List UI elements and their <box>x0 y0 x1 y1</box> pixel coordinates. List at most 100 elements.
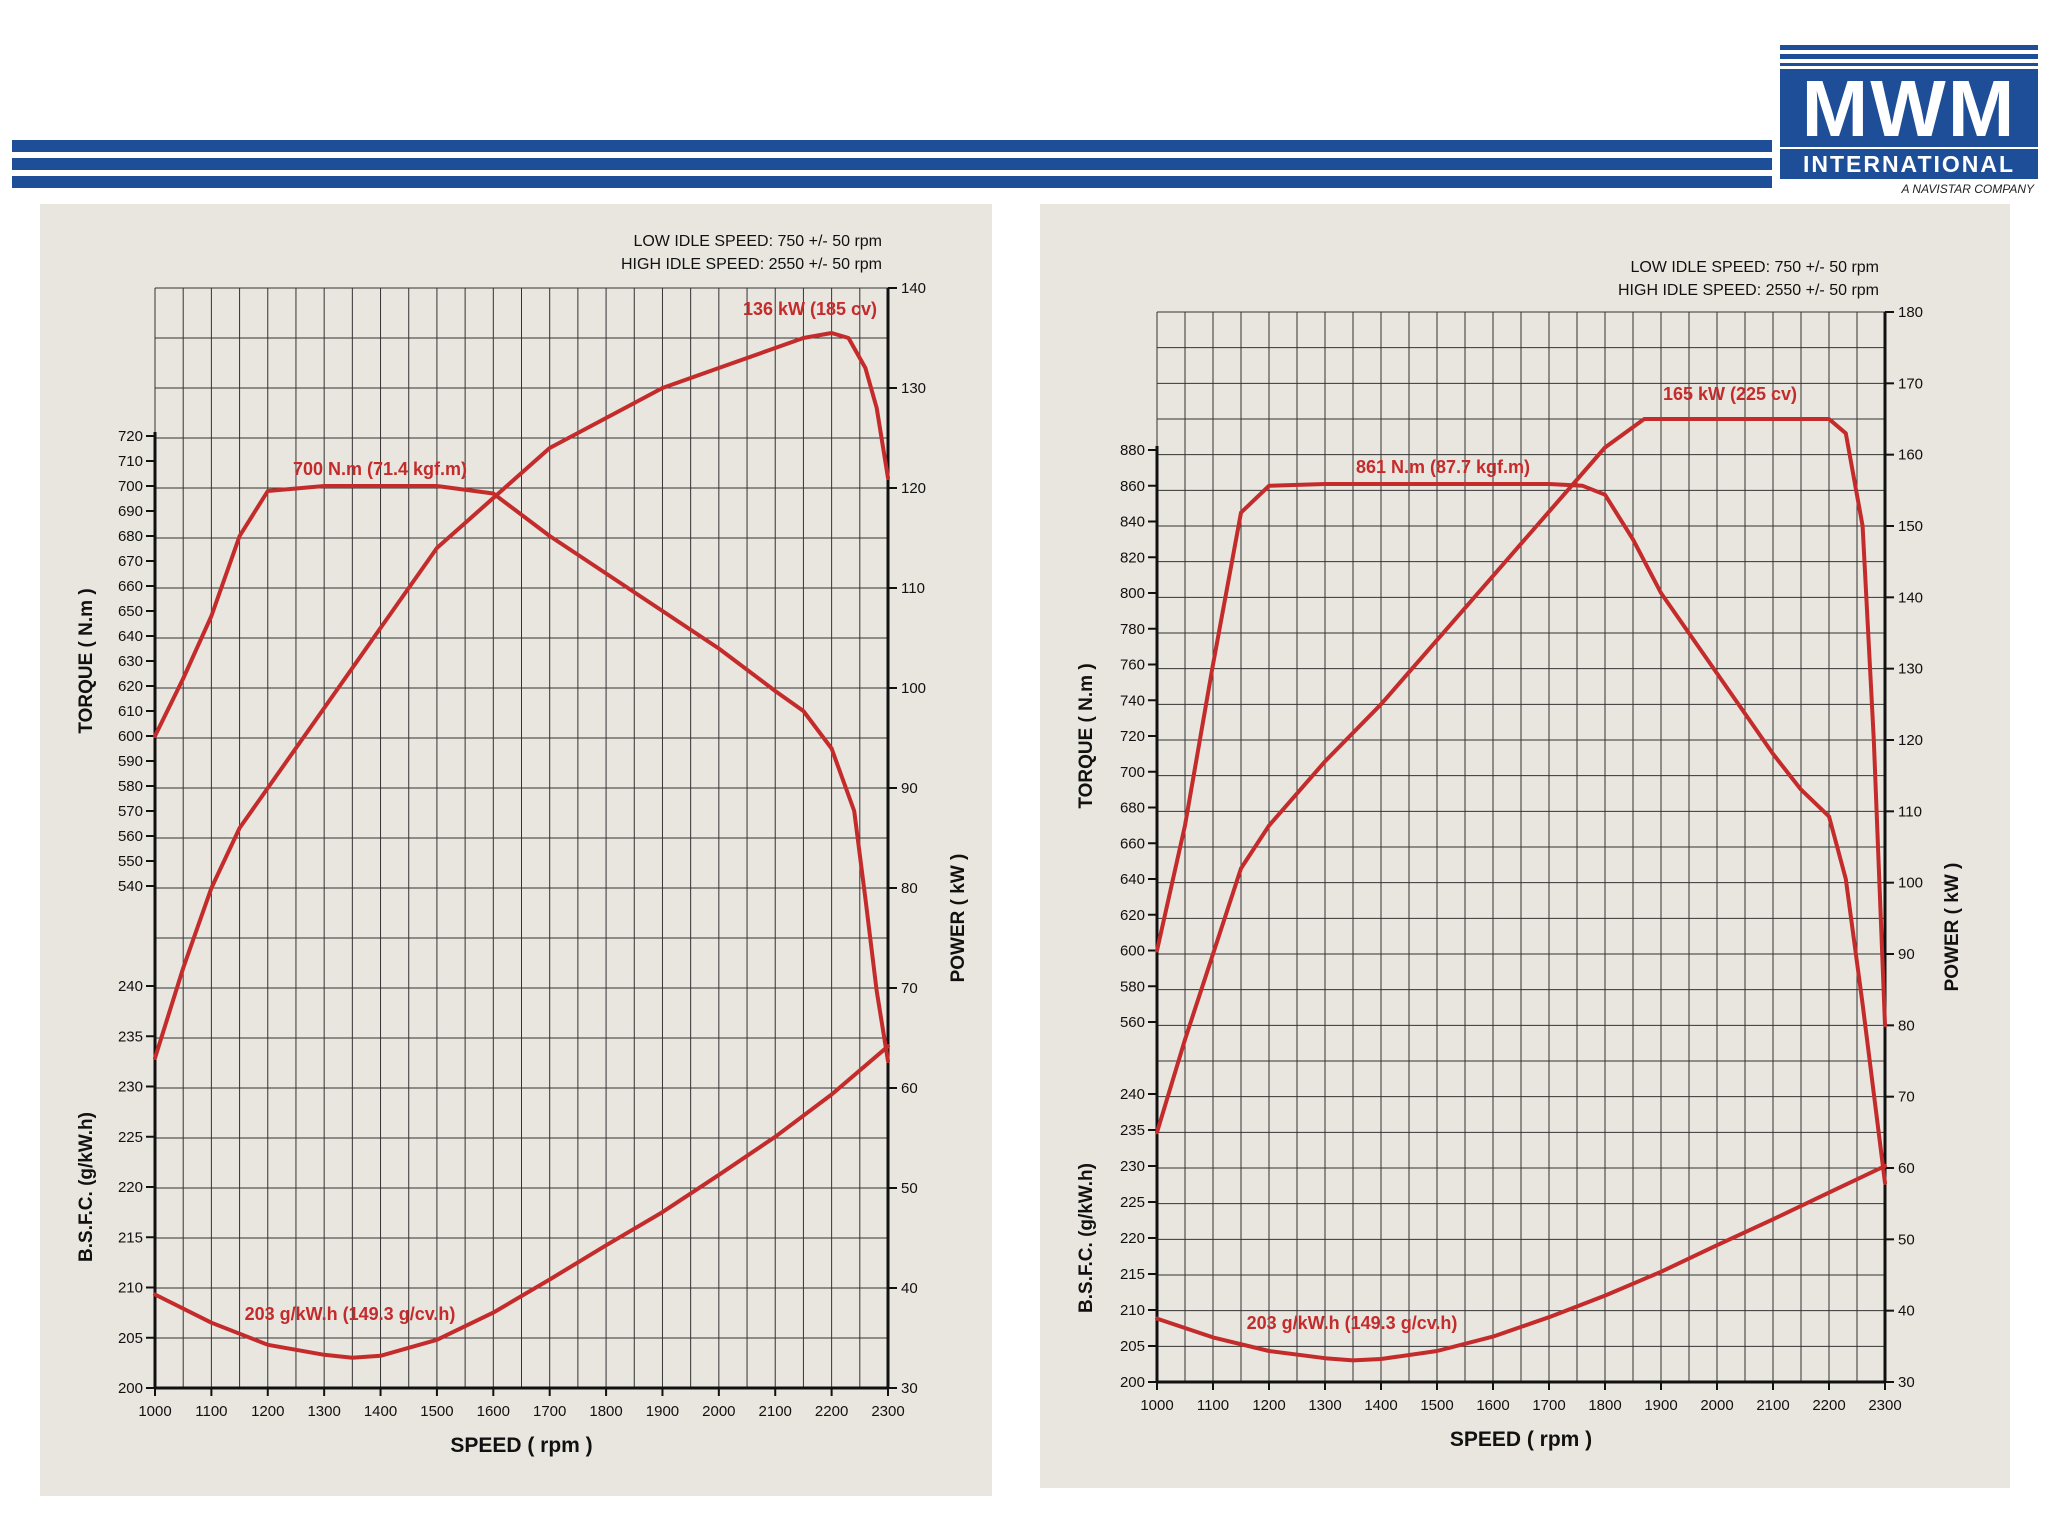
torque-tick-label: 700 <box>118 478 143 495</box>
torque-tick-label: 630 <box>118 653 143 670</box>
torque-tick-label: 620 <box>118 678 143 695</box>
power-tick-label: 110 <box>1898 803 1922 820</box>
torque-tick-label: 670 <box>118 553 143 570</box>
x-tick-label: 2100 <box>759 1403 792 1420</box>
x-tick-label: 1700 <box>533 1403 566 1420</box>
bsfc-tick-label: 205 <box>118 1330 143 1347</box>
torque-tick-label: 640 <box>118 628 143 645</box>
power-tick-label: 90 <box>901 780 918 797</box>
x-tick-label: 1800 <box>589 1403 622 1420</box>
power-tick-label: 40 <box>1898 1303 1915 1320</box>
torque-tick-label: 680 <box>118 528 143 545</box>
x-tick-label: 1800 <box>1588 1397 1621 1414</box>
x-tick-label: 1500 <box>420 1403 453 1420</box>
torque-tick-label: 660 <box>1120 835 1145 852</box>
power-tick-label: 30 <box>901 1380 918 1397</box>
x-tick-label: 1100 <box>195 1403 227 1420</box>
torque-tick-label: 690 <box>118 503 143 520</box>
torque-max-annotation: 700 N.m (71.4 kgf.m) <box>293 459 467 479</box>
torque-tick-label: 540 <box>118 878 143 895</box>
idle-speed-note: HIGH IDLE SPEED: 2550 +/- 50 rpm <box>1618 282 1879 299</box>
x-tick-label: 1000 <box>1140 1397 1173 1414</box>
bsfc-axis-label: B.S.F.C. (g/kW.h) <box>76 1112 97 1262</box>
torque-tick-label: 740 <box>1120 692 1145 709</box>
torque-max-annotation: 861 N.m (87.7 kgf.m) <box>1356 457 1530 477</box>
torque-tick-label: 650 <box>118 603 143 620</box>
torque-tick-label: 560 <box>118 828 143 845</box>
torque-tick-label: 550 <box>118 853 143 870</box>
logo-international-text: INTERNATIONAL <box>1780 149 2038 179</box>
bsfc-tick-label: 240 <box>118 978 143 995</box>
x-tick-label: 2100 <box>1756 1397 1789 1414</box>
power-tick-label: 40 <box>901 1280 918 1297</box>
series-torque-line <box>153 484 890 1063</box>
torque-tick-label: 840 <box>1120 514 1145 531</box>
engine-curve-chart-left: 1000 1100 1200 1300 1400 1500 1600 1700 1800 1900… <box>76 233 969 1457</box>
torque-axis-label: TORQUE ( N.m ) <box>1076 663 1097 808</box>
power-axis-label: POWER ( kW ) <box>1942 863 1963 992</box>
bsfc-tick-label: 220 <box>118 1179 143 1196</box>
bsfc-tick-label: 225 <box>118 1129 143 1146</box>
bsfc-tick-label: 230 <box>118 1079 143 1096</box>
bsfc-tick-label: 210 <box>1120 1302 1145 1319</box>
torque-tick-label: 760 <box>1120 657 1145 674</box>
series-bsfc-line <box>1155 1164 1887 1363</box>
torque-tick-label: 700 <box>1120 764 1145 781</box>
bsfc-tick-label: 205 <box>1120 1338 1145 1355</box>
power-tick-label: 120 <box>901 480 926 497</box>
power-tick-label: 100 <box>1898 875 1923 892</box>
bsfc-tick-label: 240 <box>1120 1086 1145 1103</box>
x-tick-label: 1400 <box>364 1403 397 1420</box>
x-tick-label: 1300 <box>1308 1397 1341 1414</box>
x-tick-label: 1400 <box>1364 1397 1397 1414</box>
torque-tick-label: 600 <box>1120 943 1145 960</box>
logo-tagline: A NAVISTAR COMPANY <box>1901 182 2034 196</box>
power-max-annotation: 165 kW (225 cv) <box>1663 384 1797 404</box>
bsfc-tick-label: 225 <box>1120 1194 1145 1211</box>
torque-tick-label: 800 <box>1120 585 1145 602</box>
logo-mwm-text: MWM <box>1780 69 2038 149</box>
chart-panel-left: 1000 1100 1200 1300 1400 1500 1600 1700 1800 1900… <box>40 204 992 1496</box>
x-tick-label: 2200 <box>1812 1397 1845 1414</box>
bsfc-tick-label: 200 <box>1120 1374 1145 1391</box>
torque-tick-label: 580 <box>118 778 143 795</box>
torque-tick-label: 620 <box>1120 907 1145 924</box>
x-axis-label: SPEED ( rpm ) <box>1450 1428 1592 1451</box>
torque-axis-label: TORQUE ( N.m ) <box>76 588 97 733</box>
bsfc-min-annotation: 203 g/kW.h (149.3 g/cv.h) <box>245 1304 456 1324</box>
torque-tick-label: 820 <box>1120 549 1145 566</box>
torque-tick-label: 610 <box>118 703 143 720</box>
power-axis-label: POWER ( kW ) <box>948 854 969 983</box>
bsfc-tick-label: 215 <box>1120 1266 1145 1283</box>
power-tick-label: 130 <box>1898 661 1923 678</box>
x-tick-label: 1900 <box>1644 1397 1677 1414</box>
chart-panel-right: 1000 1100 1200 1300 1400 1500 1600 1700 1800 1900… <box>1040 204 2010 1488</box>
power-tick-label: 140 <box>1898 589 1923 606</box>
bsfc-tick-label: 200 <box>118 1380 143 1397</box>
torque-tick-label: 680 <box>1120 800 1145 817</box>
x-tick-label: 2000 <box>702 1403 735 1420</box>
x-tick-label: 1100 <box>1197 1397 1229 1414</box>
torque-tick-label: 570 <box>118 803 143 820</box>
idle-speed-note: LOW IDLE SPEED: 750 +/- 50 rpm <box>633 233 882 250</box>
power-tick-label: 50 <box>1898 1231 1915 1248</box>
power-tick-label: 80 <box>1898 1017 1915 1034</box>
torque-tick-label: 860 <box>1120 478 1145 495</box>
x-tick-label: 2300 <box>1868 1397 1901 1414</box>
power-tick-label: 80 <box>901 880 918 897</box>
bsfc-tick-label: 235 <box>118 1028 143 1045</box>
series-bsfc-line <box>153 1044 890 1360</box>
engine-curve-chart-right: 1000 1100 1200 1300 1400 1500 1600 1700 1800 1900… <box>1076 259 1963 1451</box>
torque-tick-label: 720 <box>118 428 143 445</box>
torque-tick-label: 710 <box>118 453 143 470</box>
power-tick-label: 60 <box>1898 1160 1915 1177</box>
power-tick-label: 30 <box>1898 1374 1915 1391</box>
bsfc-tick-label: 220 <box>1120 1230 1145 1247</box>
power-max-annotation: 136 kW (185 cv) <box>743 299 877 319</box>
x-tick-label: 1200 <box>251 1403 284 1420</box>
idle-speed-note: HIGH IDLE SPEED: 2550 +/- 50 rpm <box>621 256 882 273</box>
power-tick-label: 180 <box>1898 304 1923 321</box>
x-tick-label: 2200 <box>815 1403 848 1420</box>
torque-tick-label: 600 <box>118 728 143 745</box>
x-tick-label: 1700 <box>1532 1397 1565 1414</box>
